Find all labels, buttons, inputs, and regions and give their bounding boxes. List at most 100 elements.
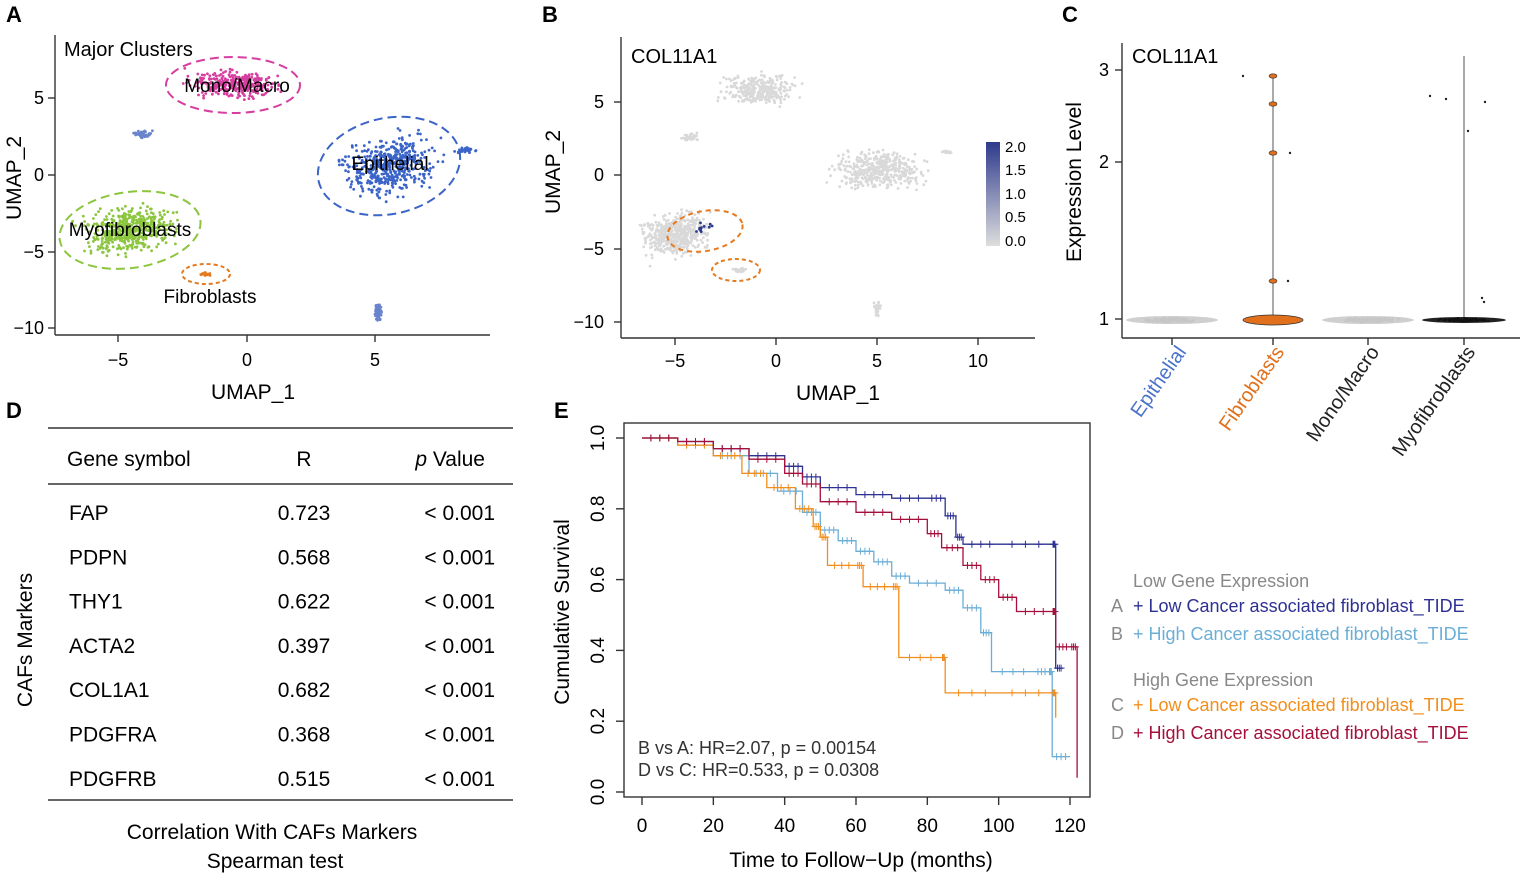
violin-point [1183,319,1186,323]
violin-point [1443,318,1447,322]
cell-point [689,229,693,233]
km-censor-mark [845,561,853,569]
table-cell-gene: THY1 [69,591,123,614]
cell-point [644,241,647,245]
cell-point [400,136,404,140]
violin-point [1190,320,1193,323]
cell-point [270,82,273,86]
cell-point [131,240,135,244]
cell-point [849,170,852,174]
cell-point [123,225,127,229]
cell-point [833,168,837,172]
violin-point [1370,318,1373,321]
cell-point [373,175,377,179]
cell-point [892,151,896,155]
cell-point [894,157,898,161]
cell-point [373,166,377,170]
cell-point [900,170,904,174]
km-censor-mark [1051,540,1059,548]
cell-point [756,94,759,98]
cell-point [161,223,165,226]
cell-point [748,98,751,102]
cell-point [395,148,399,152]
cell-point [775,75,779,79]
cell-point [100,228,104,232]
table-cell-r: 0.723 [278,502,331,525]
legend-group-low: Low Gene Expression [1133,571,1309,591]
cell-point [398,152,402,156]
cell-point [413,180,416,184]
cell-point [401,195,405,199]
cell-point [870,175,873,179]
cell-point [888,159,891,163]
cell-point [893,173,897,177]
cell-point [847,150,850,154]
cell-point [856,186,860,190]
cell-point [378,187,382,191]
cell-point [369,170,373,174]
cell-point [214,74,218,78]
cell-point [206,86,210,89]
km-censor-mark [955,586,963,594]
cell-point [111,214,115,218]
cell-point [854,179,858,183]
cell-point [107,229,110,233]
cell-point [237,87,241,90]
cell-point [186,74,190,78]
cell-point [398,186,402,189]
panel-c: C 3 2 1 Expression Level COL11A1 Epithel… [1062,2,1520,460]
cell-point [778,105,782,108]
violin-body [1242,314,1304,326]
cell-point [388,160,392,164]
cell-point [402,148,405,152]
km-censor-mark [724,452,732,460]
cell-point [237,83,241,87]
cell-point [225,93,229,96]
cell-point [143,226,147,230]
cell-point [379,139,382,143]
cell-point [689,254,693,257]
cell-point [93,232,97,236]
cell-point [256,83,260,86]
cell-point [899,182,903,185]
cell-point [401,169,404,173]
cell-point [876,310,879,314]
cell-point [153,226,157,230]
table-header-p: p Value [414,448,485,471]
table-cell-gene: ACTA2 [69,635,135,658]
cell-point [401,153,405,157]
km-censor-mark [1021,540,1029,548]
cell-point [229,93,233,97]
table-cell-p: < 0.001 [424,724,495,747]
cell-point [228,70,232,74]
cell-point [653,240,656,244]
cell-point [889,168,893,172]
km-censor-mark [794,462,802,470]
cell-point [650,223,654,226]
cell-point [132,215,135,218]
cell-point [905,178,909,181]
table-cell-gene: COL1A1 [69,679,150,702]
cell-point [886,183,890,187]
cell-point [118,228,121,232]
cell-point [897,167,901,171]
cell-point [892,167,895,170]
violin-point [1466,129,1470,133]
cell-point [84,227,88,231]
cell-point [141,238,145,241]
cell-point [860,182,863,186]
cell-point [745,89,748,92]
cell-point [168,222,172,226]
km-censor-mark [861,491,869,499]
cell-point [785,88,789,92]
cell-point [399,157,402,160]
cell-point [886,156,890,160]
cell-point [165,228,169,232]
cell-point [181,82,185,85]
cell-point [235,76,238,80]
cell-point [840,159,844,163]
cell-point [357,154,360,158]
cell-point [130,235,134,239]
cell-point [759,81,763,84]
cell-point [116,227,119,230]
